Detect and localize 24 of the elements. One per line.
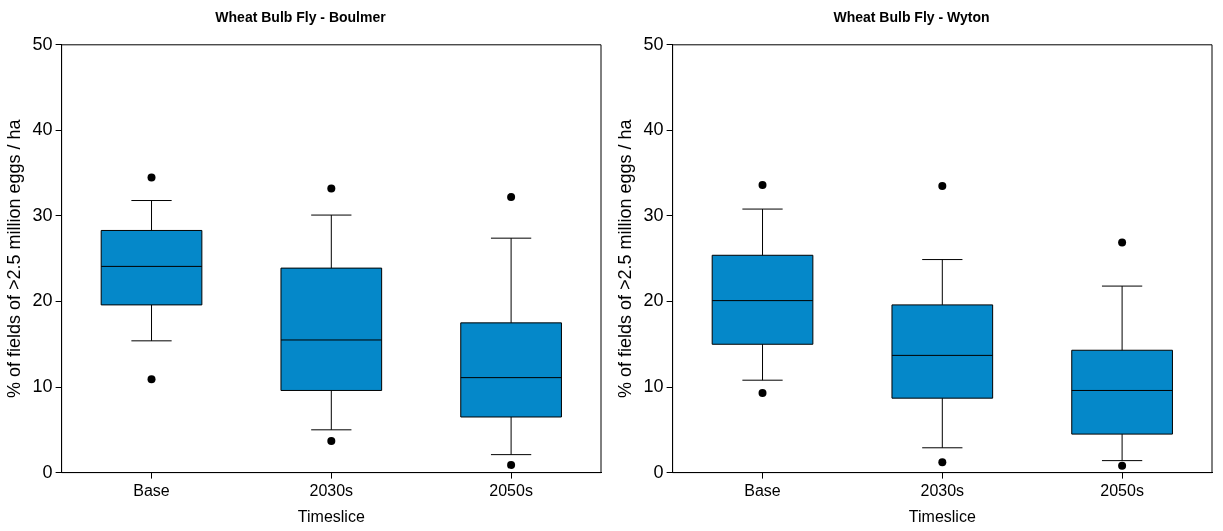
x-tick-label: Base	[133, 481, 170, 499]
y-tick-label: 30	[32, 204, 53, 225]
x-axis-title: Timeslice	[908, 507, 976, 525]
x-tick-label: Base	[744, 481, 781, 499]
y-tick-label: 20	[32, 290, 53, 311]
x-axis-title: Timeslice	[297, 507, 365, 525]
y-tick-label: 0	[42, 461, 53, 482]
y-tick-label: 10	[32, 376, 53, 397]
y-tick-label: 10	[643, 376, 664, 397]
y-tick-label: 40	[643, 119, 664, 140]
y-axis-title: % of fields of >2.5 million eggs / ha	[3, 118, 24, 399]
chart-title: Wheat Bulb Fly - Boulmer	[215, 9, 387, 26]
chart-title: Wheat Bulb Fly - Wyton	[833, 9, 990, 26]
y-tick-label: 0	[653, 461, 664, 482]
y-axis-title: % of fields of >2.5 million eggs / ha	[614, 118, 635, 399]
x-tick-label: 2050s	[489, 481, 533, 499]
y-tick-label: 40	[32, 119, 53, 140]
y-tick-label: 50	[643, 33, 664, 54]
y-tick-label: 30	[643, 204, 664, 225]
y-tick-label: 20	[643, 290, 664, 311]
x-tick-label: 2050s	[1100, 481, 1144, 499]
x-tick-label: 2030s	[920, 481, 965, 499]
y-tick-label: 50	[32, 33, 53, 54]
x-tick-label: 2030s	[309, 481, 354, 499]
